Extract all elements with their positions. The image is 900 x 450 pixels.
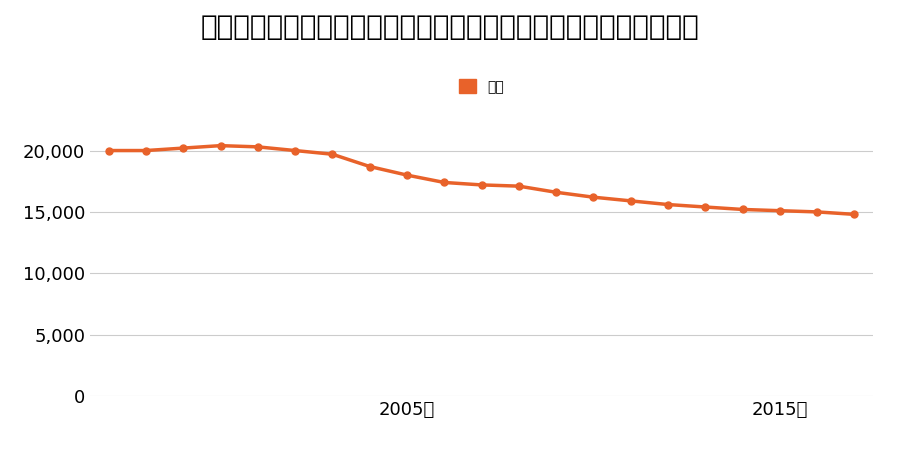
Legend: 価格: 価格 [454,73,509,99]
Text: 山形県東根市大字東根元東根字大森５６００番２外３筆の地価推移: 山形県東根市大字東根元東根字大森５６００番２外３筆の地価推移 [201,14,699,41]
